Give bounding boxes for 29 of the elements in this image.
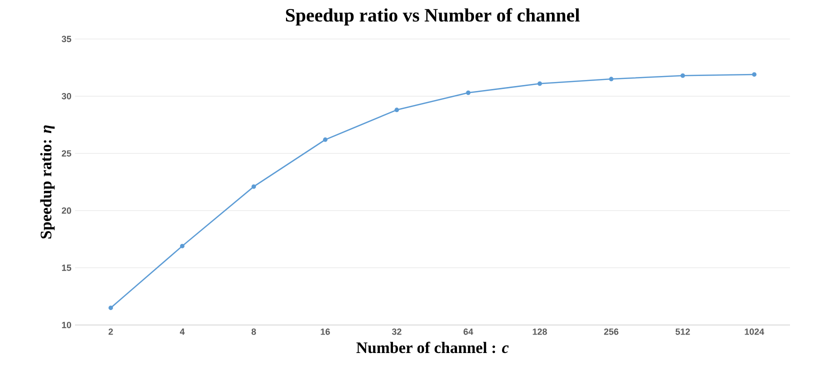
x-tick-label: 1024 xyxy=(744,328,764,335)
point xyxy=(394,108,399,112)
x-tick-label: 2 xyxy=(108,328,113,335)
point xyxy=(323,137,328,142)
x-tick-label: 128 xyxy=(532,328,547,335)
x-tick-label: 8 xyxy=(252,328,256,335)
point xyxy=(180,244,184,248)
y-tick-label: 35 xyxy=(62,36,72,42)
y-tick-label: 25 xyxy=(62,150,72,157)
x-tick-label: 64 xyxy=(464,328,474,335)
x-tick-label: 4 xyxy=(180,328,185,335)
y-tick-label: 30 xyxy=(62,93,72,100)
y-axis-title: Speedup ratio: η xyxy=(40,125,55,238)
point xyxy=(609,76,614,82)
x-tick-label: 256 xyxy=(604,328,618,335)
chart-title: Speedup ratio vs Number of channel xyxy=(286,8,580,26)
point xyxy=(108,306,113,310)
y-tick-label: 20 xyxy=(62,207,72,214)
x-tick-label: 512 xyxy=(676,328,690,335)
x-axis-title: Number of channel : c xyxy=(356,342,509,354)
point xyxy=(538,81,542,86)
y-tick-label: 15 xyxy=(62,264,72,271)
point xyxy=(252,184,256,189)
point xyxy=(466,90,470,96)
y-tick-label: 10 xyxy=(62,322,72,328)
point xyxy=(680,73,685,78)
x-tick-label: 16 xyxy=(320,328,330,335)
x-tick-label: 32 xyxy=(392,328,402,335)
point xyxy=(752,72,756,77)
